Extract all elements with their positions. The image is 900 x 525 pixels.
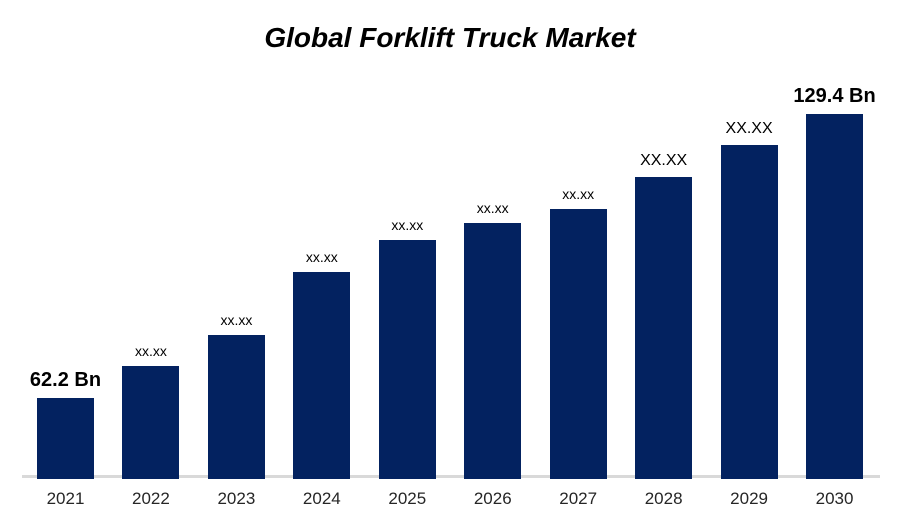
value-label-2021: 62.2 Bn <box>29 369 102 391</box>
bar-2029 <box>720 145 778 479</box>
bar-2023 <box>207 335 265 479</box>
year-label-2023: 2023 <box>217 489 256 508</box>
value-label-2025: xx.xx <box>391 217 424 233</box>
bar-2022 <box>122 366 180 479</box>
year-label-2025: 2025 <box>388 489 427 508</box>
value-label-2022: xx.xx <box>134 343 167 359</box>
year-label-2028: 2028 <box>644 489 683 508</box>
value-label-2023: xx.xx <box>220 312 253 328</box>
value-label-2024: xx.xx <box>305 249 338 265</box>
year-label-2024: 2024 <box>302 489 341 508</box>
year-label-2021: 2021 <box>46 489 85 508</box>
chart-title: Global Forklift Truck Market <box>264 22 636 53</box>
value-label-2029: XX.XX <box>725 120 773 137</box>
bar-2024 <box>293 272 351 479</box>
year-label-2029: 2029 <box>730 489 768 508</box>
value-label-2027: xx.xx <box>562 186 595 202</box>
bar-2026 <box>464 223 522 479</box>
value-label-2028: XX.XX <box>640 152 688 169</box>
value-label-2026: xx.xx <box>476 200 509 216</box>
year-label-2022: 2022 <box>132 489 170 508</box>
bar-2025 <box>378 240 436 479</box>
bar-2030 <box>806 114 864 479</box>
year-label-2030: 2030 <box>815 489 854 508</box>
bar-2028 <box>635 177 693 479</box>
bar-2027 <box>549 209 607 479</box>
bar-2021 <box>37 398 94 479</box>
year-label-2027: 2027 <box>559 489 598 508</box>
value-label-2030: 129.4 Bn <box>793 85 876 107</box>
year-label-2026: 2026 <box>473 489 512 508</box>
x-axis-line <box>22 475 880 478</box>
